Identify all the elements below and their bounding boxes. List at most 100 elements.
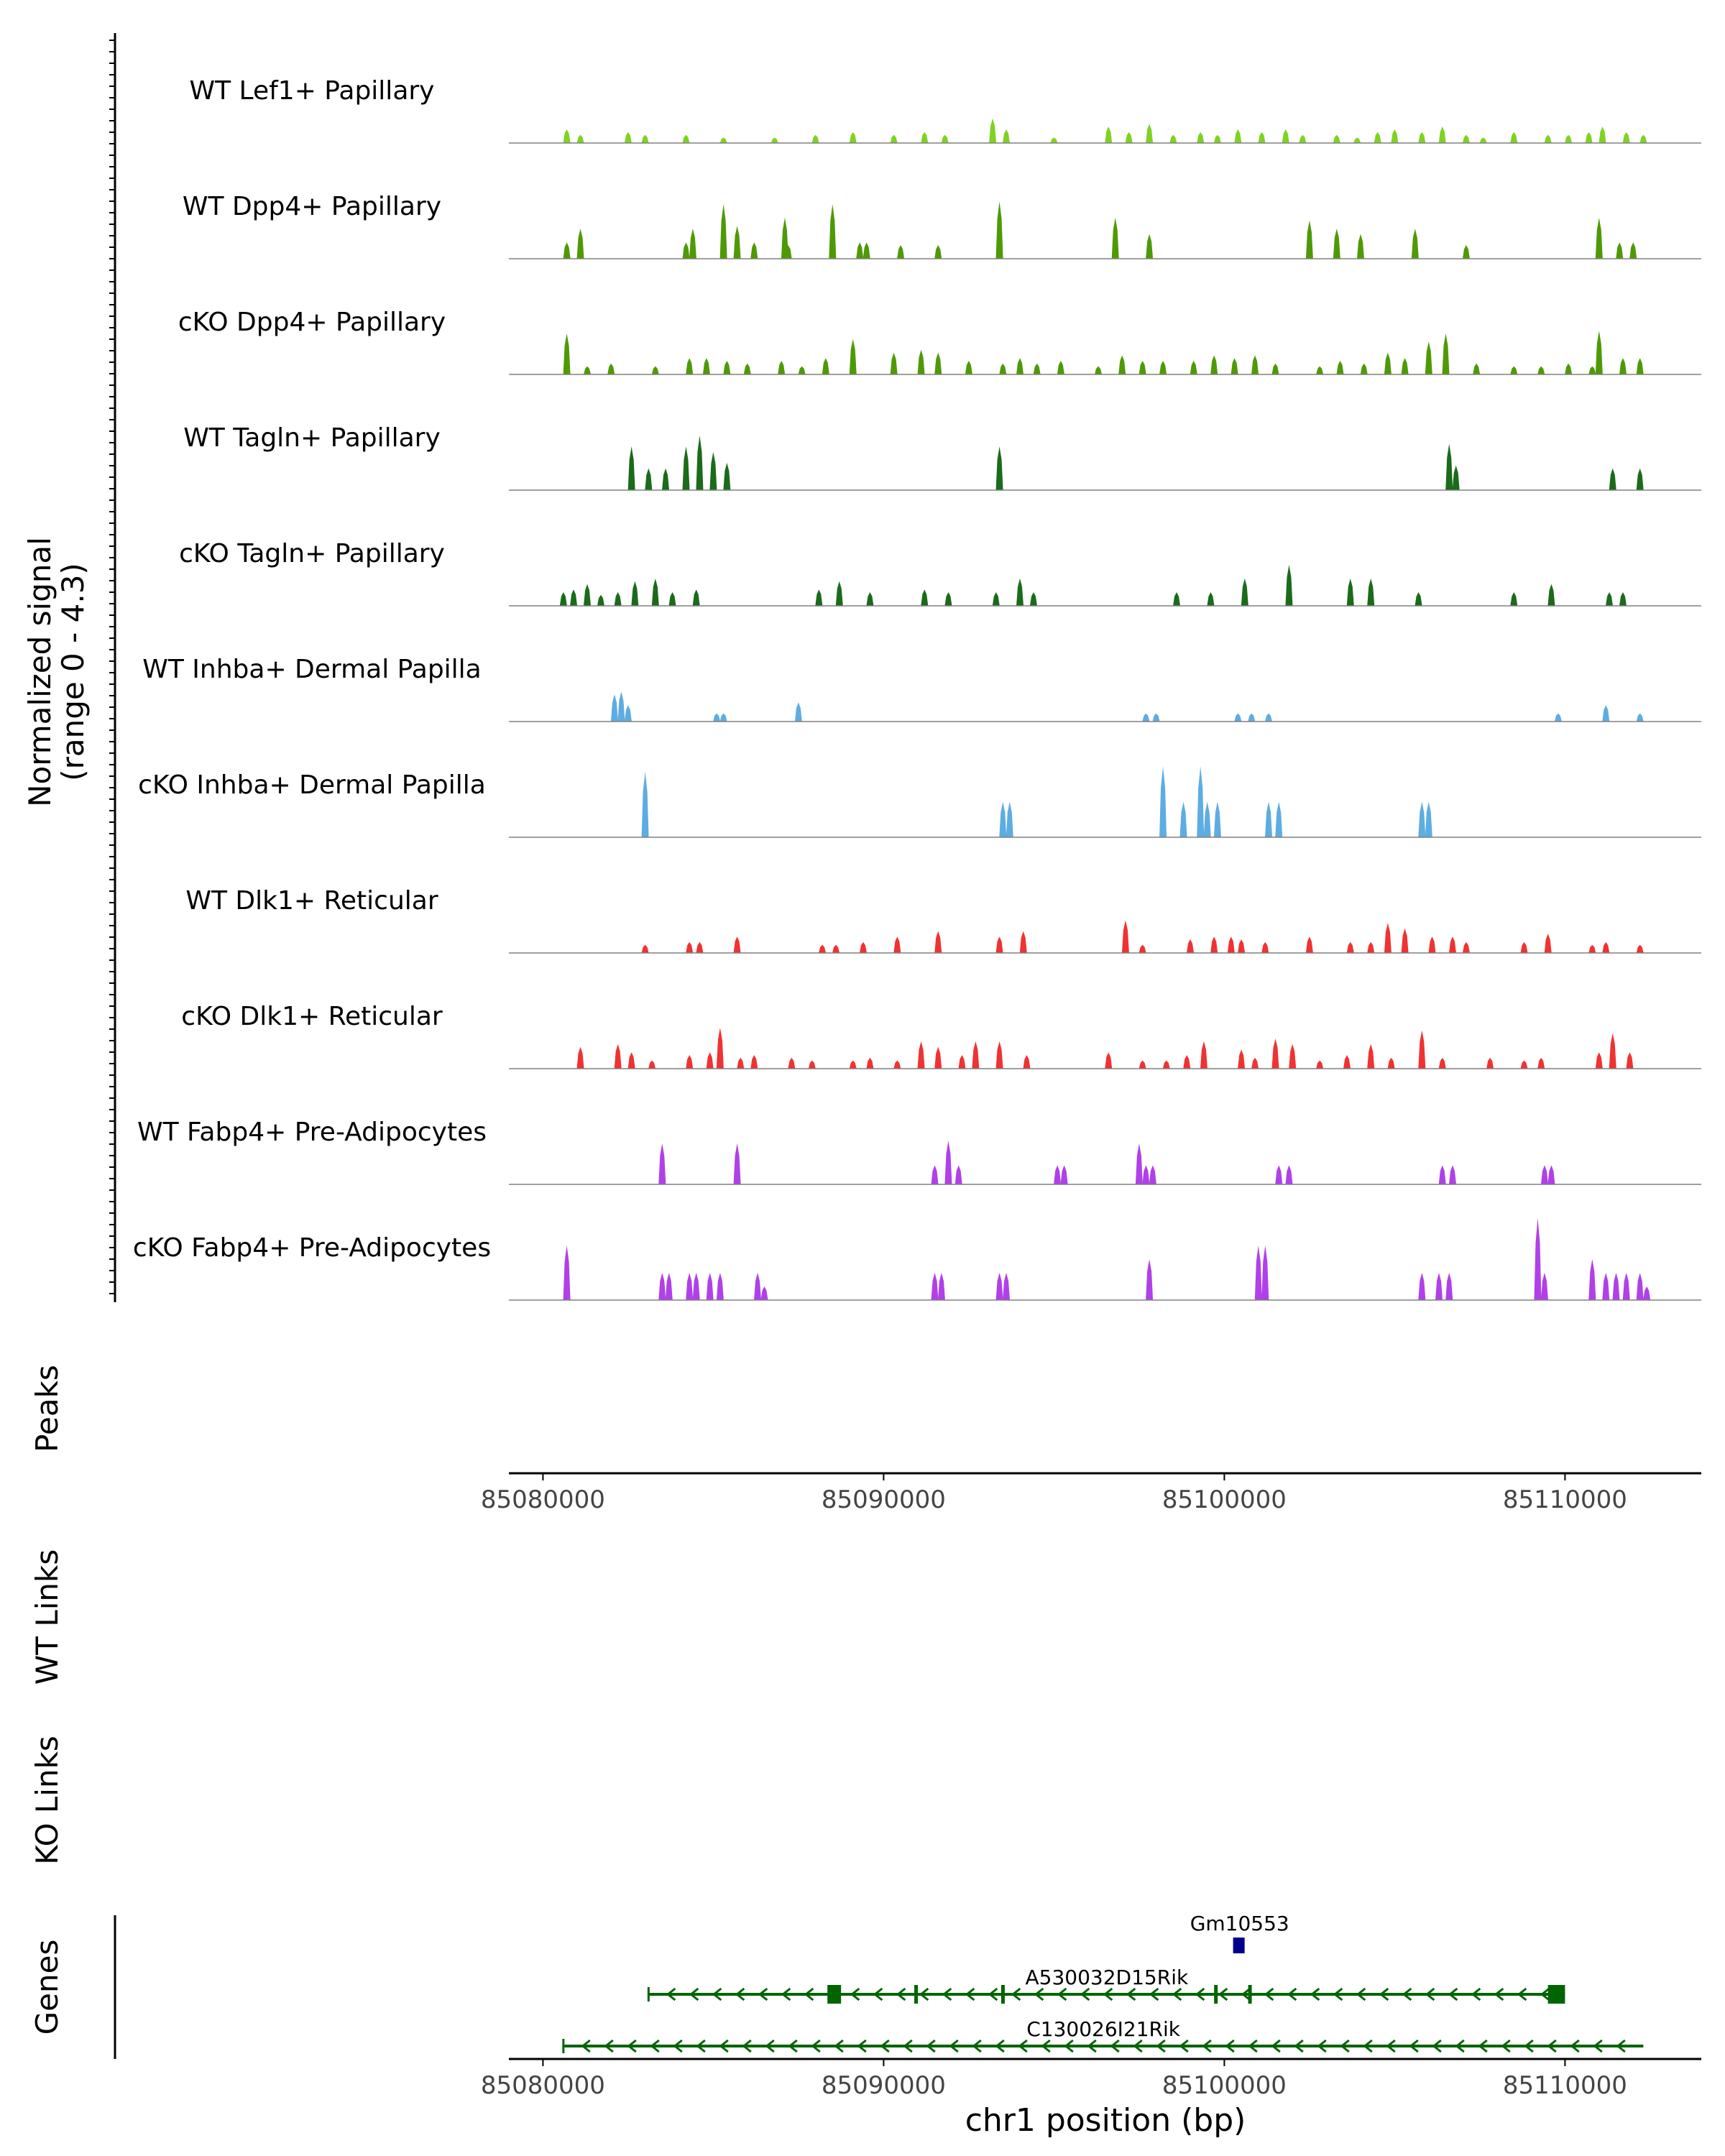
coverage-peak [934, 1046, 942, 1069]
coverage-peak [668, 592, 676, 606]
coverage-peak [563, 242, 571, 259]
coverage-tracks: WT Lef1+ Papillary WT Dpp4+ Papillary cKO … [133, 76, 1701, 1301]
coverage-peak [1602, 705, 1610, 722]
coverage-peak [1418, 132, 1426, 143]
coverage-peak [713, 713, 721, 722]
gene-exon [1547, 1985, 1565, 2004]
track-label: WT Dpp4+ Papillary [183, 192, 441, 221]
gene-label: C130026I21Rik [1026, 2017, 1181, 2041]
coverage-peak [835, 581, 843, 606]
coverage-peak [1606, 592, 1614, 606]
coverage-peak [811, 134, 819, 143]
coverage-peak [597, 594, 604, 606]
coverage-peak [1554, 713, 1562, 722]
coverage-peak [1197, 766, 1205, 837]
strand-arrow [742, 2039, 752, 2053]
coverage-peak [1146, 234, 1154, 259]
coverage-y-axis [109, 33, 116, 1302]
strand-arrow [735, 1987, 745, 2001]
strand-arrow [1593, 2039, 1603, 2053]
coverage-peak [1374, 132, 1381, 143]
coverage-peak [610, 694, 618, 722]
strand-arrow [1264, 1987, 1274, 2001]
gene-exon [1233, 1938, 1245, 1953]
strand-arrow [1386, 2039, 1396, 2053]
coverage-peak [665, 1273, 673, 1300]
coverage-peak [794, 702, 802, 722]
strand-arrow [873, 1987, 883, 2001]
strand-arrow [1317, 2039, 1327, 2053]
coverage-peak [1391, 129, 1399, 143]
coverage-peak [1183, 1055, 1191, 1069]
coverage-peak [1251, 1057, 1259, 1069]
coverage-peak [1428, 936, 1436, 953]
coverage-peak [1179, 801, 1187, 837]
coverage-peak [1316, 366, 1324, 374]
coverage-peak [934, 931, 942, 953]
coverage-peak [1285, 1165, 1293, 1184]
coverage-peak [965, 361, 972, 374]
coverage-peak [1510, 132, 1518, 143]
coverage-peak [631, 581, 639, 606]
coverage-peak [1636, 944, 1644, 953]
coverage-peak [1486, 1057, 1494, 1069]
coverage-peak [1565, 134, 1573, 143]
coverage-peak [995, 1041, 1003, 1069]
track-label: cKO Dpp4+ Papillary [178, 308, 446, 337]
coverage-peak [822, 358, 829, 374]
gene-model: A530032D15Rik [647, 1966, 1565, 2004]
coverage-peak [1271, 1038, 1279, 1069]
coverage-peak [1462, 941, 1470, 953]
strand-arrow [1156, 2039, 1166, 2053]
coverage-peak [1585, 132, 1593, 143]
coverage-peak [1285, 565, 1293, 606]
coverage-peak [1248, 713, 1256, 722]
coverage-peak [1060, 1165, 1068, 1184]
coverage-peak [689, 229, 696, 259]
coverage-peak [890, 134, 898, 143]
coverage-track: cKO Dpp4+ Papillary [178, 308, 1701, 375]
coverage-peak [1234, 129, 1242, 143]
coverage-peak [651, 579, 659, 606]
coverage-peak [1452, 465, 1460, 490]
coverage-peak [819, 944, 827, 953]
coverage-track: WT Dlk1+ Reticular [185, 886, 1701, 954]
coverage-peak [999, 801, 1007, 837]
coverage-peak [995, 446, 1003, 490]
coverage-peak [716, 1028, 724, 1069]
coverage-peak [1282, 129, 1289, 143]
coverage-peak [1520, 1060, 1528, 1069]
coverage-peak [832, 944, 840, 953]
coverage-peak [1414, 592, 1422, 606]
gene-exon [1248, 1985, 1252, 2004]
strand-arrow [1478, 2039, 1488, 2053]
coverage-peak [778, 361, 786, 374]
coverage-peak [1448, 1165, 1456, 1184]
coverage-peak [1125, 132, 1133, 143]
coverage-peak [1445, 443, 1453, 490]
coverage-peak [1265, 801, 1273, 837]
coverage-peak [1360, 363, 1368, 374]
strand-arrow [581, 2039, 591, 2053]
coverage-peak [641, 944, 649, 953]
strand-arrow [1126, 1987, 1136, 2001]
coverage-y-label-line1: Normalized signal [22, 537, 58, 807]
strand-arrow [988, 1987, 998, 2001]
strand-arrow [1540, 1987, 1550, 2001]
coverage-track: WT Dpp4+ Papillary [183, 192, 1701, 259]
coverage-peak [1275, 801, 1283, 837]
coverage-peak [1029, 592, 1037, 606]
gene-exon [827, 1985, 842, 2004]
coverage-peak [651, 366, 659, 374]
track-label: WT Fabp4+ Pre-Adipocytes [137, 1118, 487, 1147]
coverage-peak [934, 245, 942, 259]
coverage-peak [921, 132, 929, 143]
track-label: WT Inhba+ Dermal Papilla [142, 655, 481, 684]
x-axis-title: chr1 position (bp) [965, 2102, 1246, 2139]
strand-arrow [1409, 2039, 1419, 2053]
coverage-peak [576, 229, 584, 259]
coverage-peak [862, 242, 870, 259]
coverage-peak [893, 936, 901, 953]
coverage-peak [992, 592, 1000, 606]
coverage-peak [686, 1055, 694, 1069]
